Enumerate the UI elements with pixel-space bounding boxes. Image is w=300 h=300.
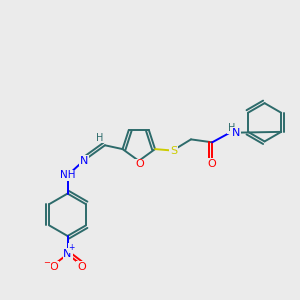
Text: +: + [68,243,75,252]
Text: N: N [232,128,241,138]
Text: NH: NH [60,170,75,180]
Text: O: O [49,262,58,272]
Text: N: N [63,249,72,259]
Text: O: O [208,158,217,169]
Text: H: H [228,123,235,133]
Text: N: N [80,156,88,166]
Text: S: S [170,146,177,156]
Text: O: O [77,262,86,272]
Text: −: − [44,259,50,268]
Text: H: H [96,133,103,142]
Text: O: O [135,159,144,170]
